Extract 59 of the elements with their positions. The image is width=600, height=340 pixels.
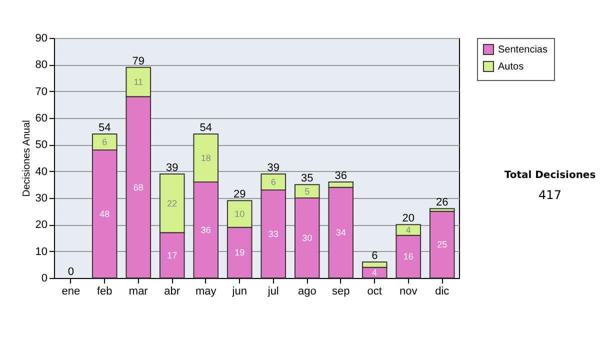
data-label: 6 bbox=[102, 137, 108, 147]
legend-label: Autos bbox=[498, 62, 524, 72]
y-tick-label: 0 bbox=[41, 272, 48, 284]
data-label: 36 bbox=[200, 225, 211, 235]
x-tick-label: mar bbox=[128, 286, 148, 298]
data-label: 4 bbox=[406, 225, 411, 235]
data-label: 19 bbox=[234, 248, 245, 258]
data-label: 6 bbox=[270, 177, 276, 187]
y-axis-title: Decisiones Anual bbox=[21, 120, 32, 197]
x-tick-label: ago bbox=[298, 286, 316, 298]
y-tick-label: 90 bbox=[35, 32, 48, 44]
total-label: 39 bbox=[267, 162, 280, 174]
y-tick-label: 10 bbox=[35, 246, 48, 258]
y-tick-label: 70 bbox=[35, 86, 48, 98]
total-label: 6 bbox=[372, 250, 378, 262]
y-tick-label: 50 bbox=[35, 139, 48, 152]
x-tick-label: feb bbox=[96, 286, 112, 298]
data-label: 5 bbox=[304, 186, 310, 196]
data-label: 18 bbox=[200, 153, 211, 163]
total-label: 54 bbox=[200, 122, 212, 134]
data-label: 17 bbox=[167, 250, 178, 260]
total-label: 39 bbox=[166, 162, 178, 174]
x-tick-label: may bbox=[195, 286, 217, 298]
total-label: 20 bbox=[402, 212, 414, 225]
x-tick-label: dic bbox=[435, 286, 450, 298]
total-label: 36 bbox=[334, 170, 347, 182]
bar bbox=[429, 210, 455, 278]
data-label: 30 bbox=[302, 233, 312, 243]
data-label: 4 bbox=[372, 268, 378, 278]
data-label: 22 bbox=[167, 198, 178, 208]
x-tick-label: jul bbox=[266, 286, 279, 298]
data-label: 34 bbox=[336, 228, 346, 238]
y-tick-label: 30 bbox=[35, 192, 48, 204]
x-tick-label: ene bbox=[62, 286, 80, 298]
x-tick-label: jun bbox=[231, 286, 247, 298]
data-label: 33 bbox=[268, 229, 278, 239]
total-label: 26 bbox=[436, 196, 448, 209]
x-tick-label: sep bbox=[332, 286, 350, 298]
text: 417 bbox=[538, 188, 562, 202]
total-label: 35 bbox=[301, 172, 314, 185]
data-label: 68 bbox=[133, 182, 144, 192]
total-label: 79 bbox=[132, 55, 144, 68]
total-label: 29 bbox=[234, 188, 246, 201]
x-tick-label: abr bbox=[164, 286, 180, 298]
data-label: 10 bbox=[234, 209, 245, 219]
x-tick-label: oct bbox=[367, 286, 382, 298]
y-tick-label: 40 bbox=[35, 166, 48, 178]
legend-label: Sentencias bbox=[498, 44, 548, 56]
text: Total Decisiones bbox=[503, 170, 597, 181]
y-tick-label: 60 bbox=[35, 112, 48, 124]
data-label: 48 bbox=[100, 209, 110, 219]
data-label: 16 bbox=[403, 252, 414, 262]
total-label: 54 bbox=[98, 122, 111, 134]
data-label: 11 bbox=[134, 77, 144, 87]
data-label: 25 bbox=[437, 240, 448, 250]
x-tick-label: nov bbox=[400, 286, 418, 298]
total-label: 0 bbox=[68, 266, 74, 278]
y-tick-label: 20 bbox=[35, 219, 48, 232]
y-tick-label: 80 bbox=[35, 59, 48, 72]
